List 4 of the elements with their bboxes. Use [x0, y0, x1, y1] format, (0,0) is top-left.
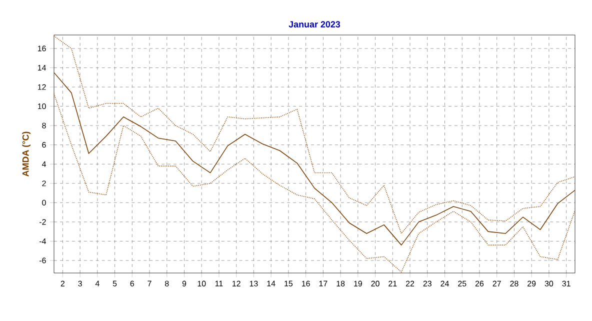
y-axis-title: AMDA (°C) [22, 132, 31, 176]
chart-title: Januar 2023 [288, 21, 340, 28]
line-series [54, 93, 576, 272]
line-series [54, 72, 576, 246]
